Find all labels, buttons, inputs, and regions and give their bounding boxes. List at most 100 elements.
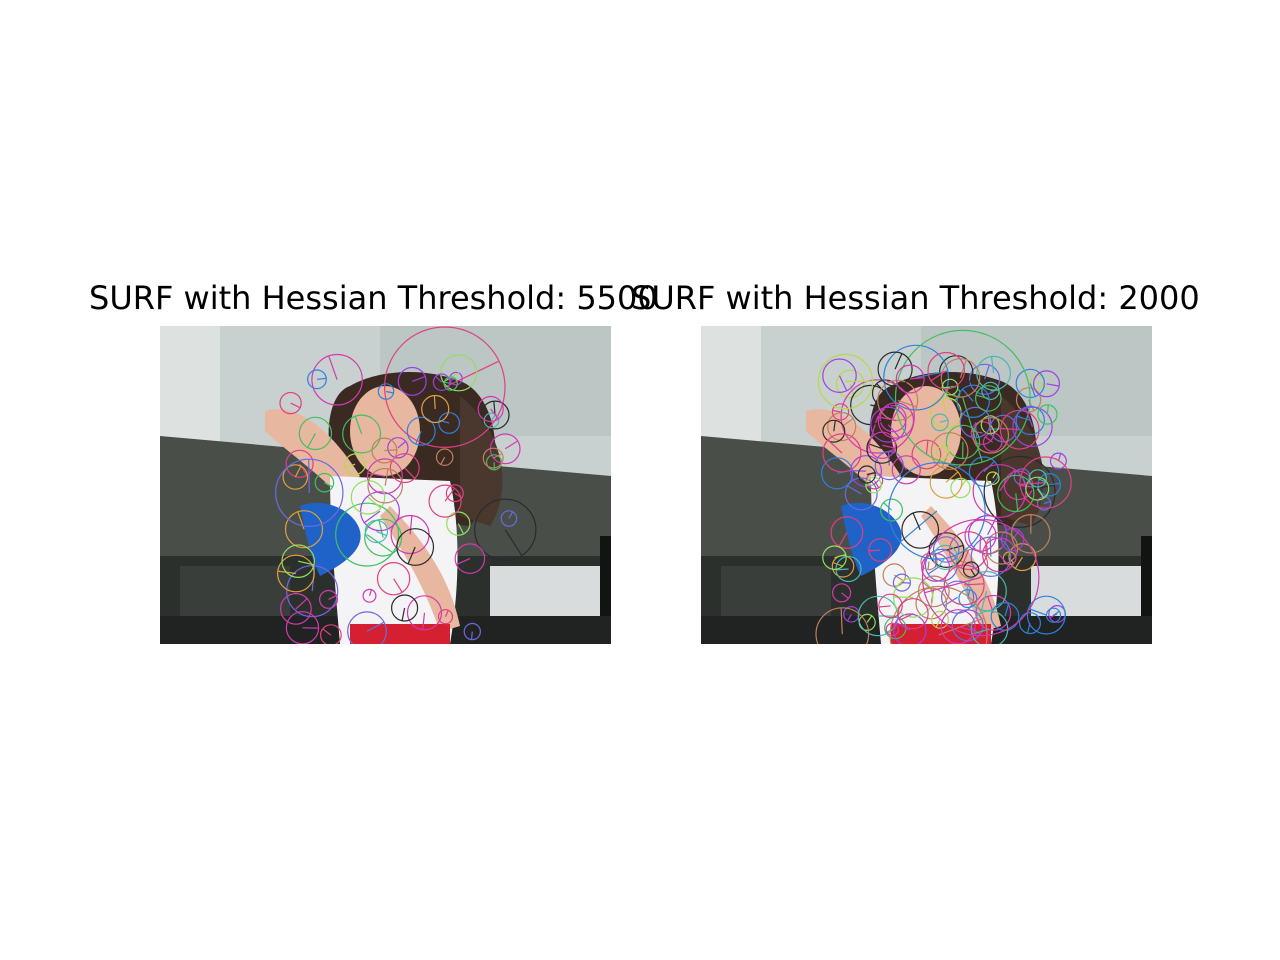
keypoint-orientation [493, 401, 496, 416]
keypoint-orientation [1037, 381, 1044, 386]
left-surf-image-panel [160, 326, 611, 644]
keypoint-circle [832, 583, 852, 603]
keypoint-circle [931, 610, 950, 629]
keypoint-orientation [1043, 500, 1051, 505]
keypoint-orientation [1049, 613, 1058, 619]
keypoint-orientation [378, 519, 384, 538]
keypoint-circle [885, 622, 899, 637]
keypoint-orientation [992, 472, 997, 479]
keypoint-circle [364, 518, 403, 557]
keypoint-orientation [883, 502, 892, 511]
keypoint-orientation [959, 359, 967, 379]
keypoint-orientation [927, 561, 930, 570]
keypoint-circle [985, 471, 1000, 485]
keypoint-circle [835, 369, 865, 399]
keypoint-orientation [433, 395, 436, 410]
keypoint-circle [314, 472, 335, 493]
keypoint-circle [376, 561, 411, 596]
keypoint-orientation [941, 397, 947, 414]
keypoint-orientation [1029, 383, 1036, 397]
keypoint-orientation [892, 406, 900, 419]
keypoint-orientation [367, 496, 382, 509]
keypoint-orientation [316, 377, 327, 380]
keypoint-orientation [376, 530, 387, 537]
keypoint-orientation [971, 628, 990, 635]
keypoint-orientation [895, 621, 911, 631]
keypoint-orientation [990, 356, 995, 374]
keypoint-orientation [974, 422, 978, 438]
keypoint-orientation [308, 459, 310, 493]
keypoint-orientation [409, 515, 413, 535]
keypoint-circle [917, 575, 950, 608]
keypoint-circle [445, 484, 464, 503]
keypoint-orientation [838, 375, 848, 391]
keypoint-orientation [893, 596, 914, 599]
keypoint-orientation [1053, 610, 1060, 616]
keypoint-circle [1019, 612, 1042, 635]
keypoint-orientation [456, 558, 471, 566]
keypoint-circle [454, 543, 486, 574]
keypoint-circle [911, 439, 942, 470]
keypoint-orientation [841, 592, 849, 599]
keypoint-orientation [964, 583, 985, 586]
keypoint-orientation [1020, 482, 1046, 485]
keypoint-orientation [867, 443, 882, 449]
keypoint-circle [932, 536, 960, 563]
keypoint-orientation [298, 560, 315, 566]
keypoint-circle [870, 406, 907, 443]
keypoint-circle [943, 564, 985, 606]
keypoint-orientation [407, 546, 416, 565]
keypoint-orientation [294, 465, 302, 478]
keypoint-orientation [1015, 493, 1019, 512]
keypoint-orientation [878, 416, 897, 422]
keypoint-circle [342, 414, 382, 454]
keypoint-circle [927, 351, 966, 390]
keypoint-circle [482, 447, 504, 469]
keypoint-orientation [980, 590, 988, 611]
keypoint-circle [1026, 595, 1066, 635]
keypoint-circle [982, 537, 1017, 573]
keypoint-circle [821, 457, 854, 490]
keypoint-circle [1037, 473, 1061, 497]
keypoint-orientation [891, 623, 896, 630]
keypoint-orientation [504, 529, 523, 556]
keypoint-orientation [444, 360, 500, 388]
keypoint-circle [347, 611, 387, 644]
keypoint-circle [360, 491, 401, 532]
keypoint-circle [279, 593, 312, 625]
keypoint-orientation [504, 440, 519, 450]
keypoint-orientation [384, 449, 397, 452]
keypoint-orientation [368, 589, 373, 596]
keypoint-orientation [921, 581, 935, 592]
right-surf-image-panel [701, 326, 1152, 644]
keypoint-orientation [897, 399, 917, 408]
keypoint-orientation [970, 569, 976, 577]
keypoint-circle [500, 510, 518, 527]
surf-keypoints-right [815, 329, 1072, 644]
keypoint-circle [888, 462, 986, 560]
keypoint-circle [320, 624, 342, 644]
keypoint-orientation [910, 377, 925, 380]
keypoint-circle [815, 607, 870, 644]
keypoint-circle [959, 406, 992, 439]
keypoint-orientation [1036, 488, 1045, 499]
keypoint-orientation [1057, 453, 1062, 462]
keypoint-circle [389, 453, 420, 484]
keypoint-orientation [960, 550, 969, 569]
keypoint-orientation [832, 409, 841, 413]
keypoint-circle [895, 364, 925, 394]
keypoint-circle [880, 498, 904, 522]
keypoint-circle [483, 412, 500, 429]
keypoint-orientation [328, 355, 338, 380]
keypoint-orientation [846, 613, 852, 622]
keypoint-circle [1025, 476, 1050, 501]
keypoint-circle [940, 609, 976, 644]
right-surf-image [701, 326, 1152, 644]
keypoint-circle [298, 416, 333, 451]
keypoint-circle [428, 484, 462, 518]
keypoint-orientation [440, 456, 446, 465]
keypoint-orientation [1046, 404, 1049, 415]
keypoint-orientation [868, 549, 881, 552]
keypoint-circle [1015, 405, 1045, 436]
keypoint-circle [877, 379, 919, 422]
